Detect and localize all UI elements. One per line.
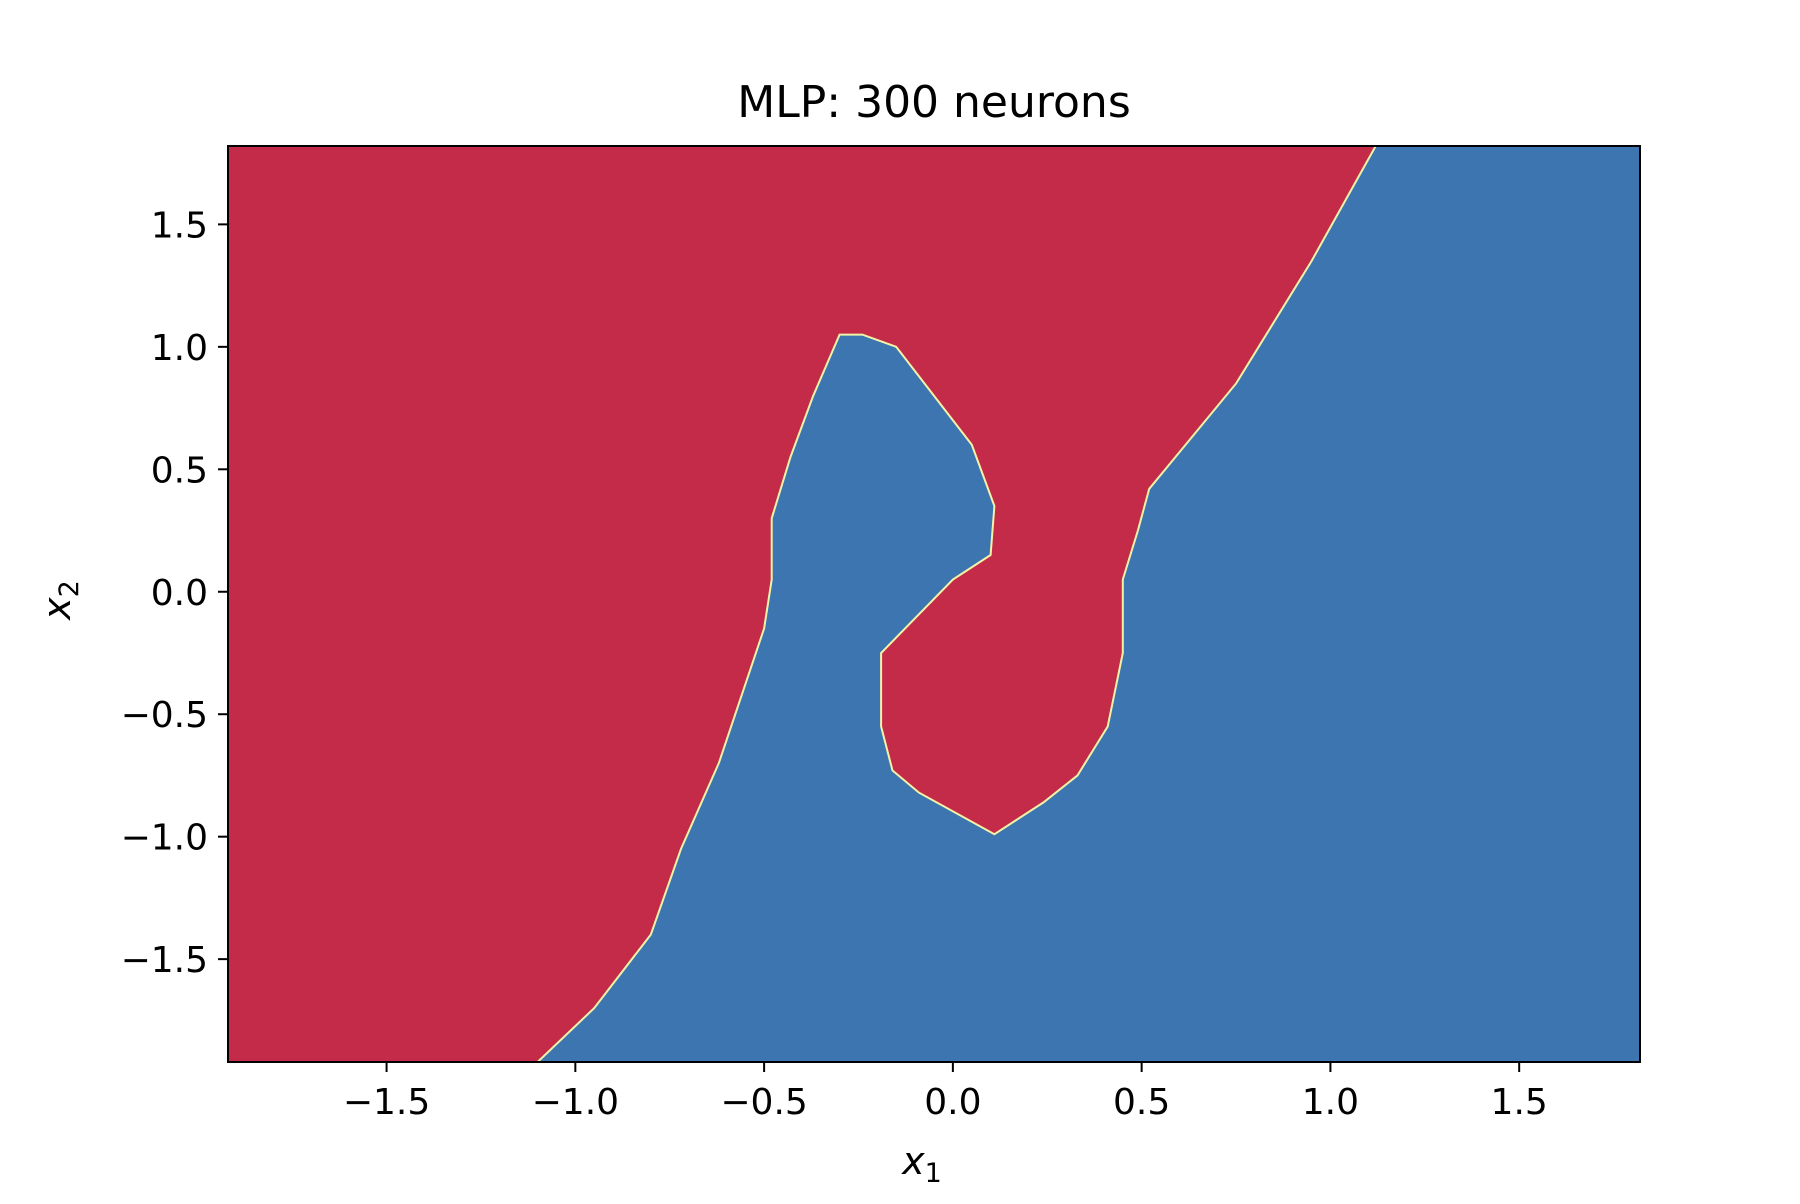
y-tick-label: −1.5 [121,940,208,981]
y-tick-label: 0.0 [151,573,208,614]
axes: −1.5 −1.0 −0.5 0.0 0.5 1.0 1.5 1.5 1.0 0.5 0.0 −0.5… [121,145,1641,1123]
y-tick-label: −1.0 [121,818,208,859]
decision-boundary [536,146,1377,1062]
x-tick-label: 1.0 [1302,1082,1359,1123]
x-tick-label: 1.5 [1491,1082,1548,1123]
region-red [228,146,1376,1062]
plot-area [228,146,1640,1062]
plot-frame [227,145,1641,1063]
y-axis-label-var: x [35,597,79,621]
y-axis-label-subscript: 2 [54,580,85,597]
y-tick-label: 0.5 [151,450,208,491]
x-axis-label: x1 [901,1139,942,1189]
chart-title: MLP: 300 neurons [737,77,1131,128]
y-tick-label: −0.5 [121,695,208,736]
x-tick-label: 0.0 [924,1082,981,1123]
y-axis-label: x2 [35,580,85,621]
x-tick-label: 0.5 [1113,1082,1170,1123]
y-tick-label: 1.5 [151,205,208,246]
x-tick-label: −0.5 [720,1082,807,1123]
y-tick-label: 1.0 [151,328,208,369]
x-tick-label: −1.0 [532,1082,619,1123]
plot-clipped-group [228,146,1640,1062]
x-tick-label: −1.5 [343,1082,430,1123]
x-axis-label-var: x [901,1139,925,1183]
x-axis-label-subscript: 1 [925,1158,942,1189]
